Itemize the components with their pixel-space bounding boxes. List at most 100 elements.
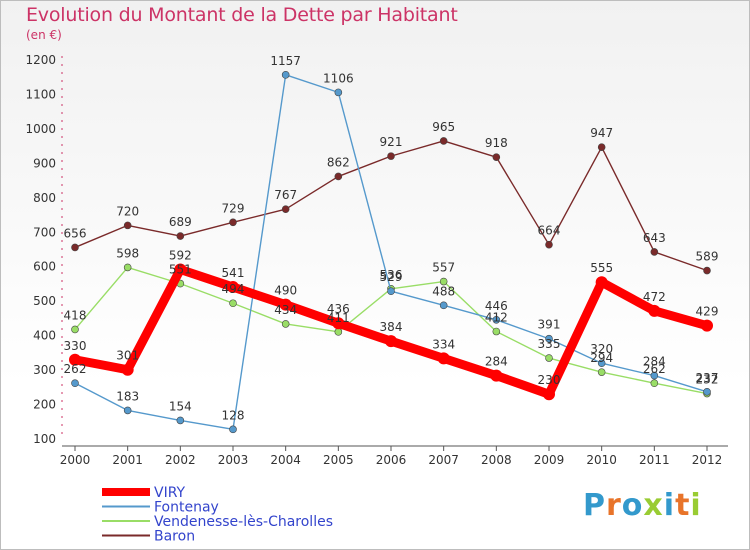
data-label: 411: [327, 311, 350, 325]
data-label: 862: [327, 155, 350, 169]
data-label: 529: [380, 270, 403, 284]
data-point: [387, 287, 395, 295]
data-point: [121, 363, 134, 376]
data-point: [281, 320, 290, 328]
data-point: [281, 71, 290, 79]
logo-letter: t: [675, 488, 691, 523]
data-label: 1157: [270, 54, 301, 68]
series-layer: [69, 71, 713, 434]
data-label: 330: [64, 339, 87, 353]
data-label: 921: [380, 135, 403, 149]
data-label: 294: [590, 351, 613, 365]
data-label: 918: [485, 136, 508, 150]
data-label: 418: [64, 308, 87, 322]
data-label: 490: [274, 284, 297, 298]
x-tick-label: 2006: [376, 453, 407, 467]
data-label: 154: [169, 399, 192, 413]
x-tick-label: 2008: [481, 453, 512, 467]
data-point: [123, 263, 132, 272]
data-label: 183: [116, 389, 139, 403]
x-tick-label: 2009: [534, 453, 565, 467]
data-point: [545, 354, 553, 362]
data-label-layer: 656 720 689 729 767 862 921 965 918 664 947 643 589 4…: [64, 54, 719, 423]
data-point: [71, 379, 79, 387]
data-label: 230: [538, 373, 561, 387]
y-tick-label: 400: [33, 329, 56, 343]
y-tick-label: 700: [33, 225, 56, 239]
data-label: 947: [590, 126, 613, 140]
data-label: 335: [538, 337, 561, 351]
data-point: [334, 88, 343, 97]
data-label: 412: [485, 311, 508, 325]
y-tick-label: 100: [33, 432, 56, 446]
data-label: 262: [643, 362, 666, 376]
data-point: [176, 232, 185, 240]
y-tick-label: 800: [33, 191, 56, 205]
data-label: 555: [590, 261, 613, 275]
data-label: 446: [485, 299, 508, 313]
x-tick-label: 2005: [323, 453, 354, 467]
y-tick-label: 200: [33, 398, 56, 412]
y-tick-label: 1000: [25, 122, 56, 136]
x-tick-label: 2010: [586, 453, 617, 467]
data-point: [703, 266, 711, 275]
data-label: 436: [327, 302, 350, 316]
y-tick-label: 1200: [25, 53, 56, 67]
logo-letter: r: [606, 488, 622, 523]
data-label: 284: [485, 355, 508, 369]
logo-letter: P: [583, 488, 606, 523]
data-label: 536: [380, 268, 403, 282]
chart-unit: (en €): [26, 28, 62, 42]
data-label: 472: [643, 290, 666, 304]
chart-axes: 100 200 300 400 500 600 700 800 900 1000 1100 1200 2…: [25, 53, 728, 467]
data-label: 767: [274, 188, 297, 202]
data-label: 284: [643, 355, 666, 369]
data-label: 664: [538, 224, 561, 238]
data-label: 384: [380, 320, 403, 334]
x-tick-label: 2001: [112, 453, 143, 467]
data-label: 598: [116, 246, 139, 260]
data-point: [701, 319, 713, 332]
data-point: [279, 298, 292, 311]
data-point: [543, 388, 555, 401]
x-tick-label: 2003: [218, 453, 249, 467]
data-point: [229, 425, 237, 434]
data-label: 494: [222, 282, 245, 296]
data-label: 541: [222, 266, 245, 280]
data-point: [437, 352, 450, 365]
y-tick-label: 600: [33, 260, 56, 274]
data-point: [597, 359, 606, 368]
data-point: [703, 387, 711, 396]
data-label: 391: [538, 318, 561, 332]
data-point: [176, 416, 185, 425]
data-label: 656: [64, 226, 87, 240]
legend-label: VIRY: [154, 485, 186, 501]
x-tick-label: 2000: [60, 453, 91, 467]
data-point: [387, 152, 395, 160]
data-point: [385, 335, 397, 348]
data-point: [123, 406, 132, 415]
data-point: [332, 317, 345, 330]
data-label: 232: [696, 373, 719, 387]
x-tick-label: 2007: [428, 453, 459, 467]
y-tick-label: 500: [33, 294, 56, 308]
data-label: 589: [696, 250, 719, 264]
data-point: [597, 143, 606, 151]
data-point: [492, 153, 501, 161]
data-label: 643: [643, 231, 666, 245]
data-label: 557: [432, 261, 455, 275]
y-tick-label: 300: [33, 363, 56, 377]
data-label: 720: [116, 204, 139, 218]
data-point: [281, 205, 290, 213]
x-tick-label: 2002: [165, 453, 196, 467]
data-point: [123, 221, 132, 230]
data-label: 488: [432, 284, 455, 298]
chart-title: Evolution du Montant de la Dette par Hab…: [26, 4, 458, 26]
data-point: [334, 172, 343, 181]
data-point: [227, 281, 239, 294]
logo-letter: i: [663, 488, 676, 523]
data-point: [69, 353, 81, 366]
data-point: [492, 315, 501, 324]
logo-letter: i: [690, 488, 702, 523]
